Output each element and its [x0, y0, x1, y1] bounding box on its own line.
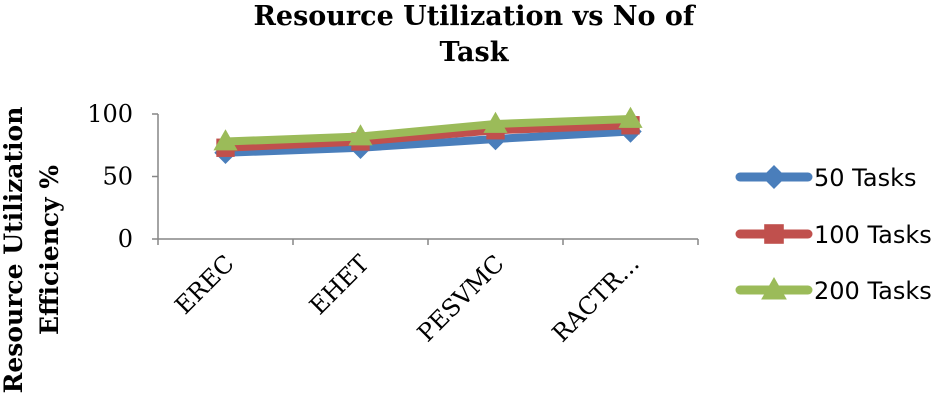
legend: 50 Tasks 100 Tasks 200 Tasks [735, 164, 932, 305]
y-tick-label: 0 [118, 225, 133, 253]
legend-label: 200 Tasks [814, 277, 932, 305]
legend-marker [761, 276, 787, 300]
series-line [225, 115, 631, 146]
y-tick-label: 100 [87, 100, 133, 128]
x-categories: EREC EHET PESVMC RACTR... [157, 239, 699, 348]
legend-marker [762, 165, 786, 189]
series-2 [213, 106, 643, 151]
data-point [348, 124, 373, 146]
chart-title-line-1: Resource Utilization vs No of [253, 1, 696, 32]
series-group [213, 106, 643, 164]
series-line [225, 121, 631, 152]
chart-title-line-2: Task [440, 37, 510, 68]
x-category-label: RACTR... [547, 249, 645, 347]
legend-label: 50 Tasks [814, 164, 916, 192]
y-ticks: 0 50 100 [87, 100, 158, 253]
y-axis-label-line-1: Resource Utilization [0, 107, 28, 394]
data-point [483, 111, 508, 133]
data-point [618, 106, 643, 128]
legend-item-1: 100 Tasks [735, 221, 932, 249]
x-category-label: EHET [304, 249, 375, 320]
y-axis-label-line-2: Efficiency % [35, 165, 64, 335]
legend-label: 100 Tasks [814, 221, 932, 249]
data-point [213, 129, 238, 151]
y-tick-label: 50 [102, 163, 133, 191]
x-category-label: PESVMC [412, 249, 510, 347]
legend-marker [764, 224, 784, 244]
legend-item-0: 50 Tasks [735, 164, 916, 192]
x-category-label: EREC [169, 249, 239, 319]
series-line [225, 127, 631, 157]
legend-item-2: 200 Tasks [735, 276, 932, 305]
